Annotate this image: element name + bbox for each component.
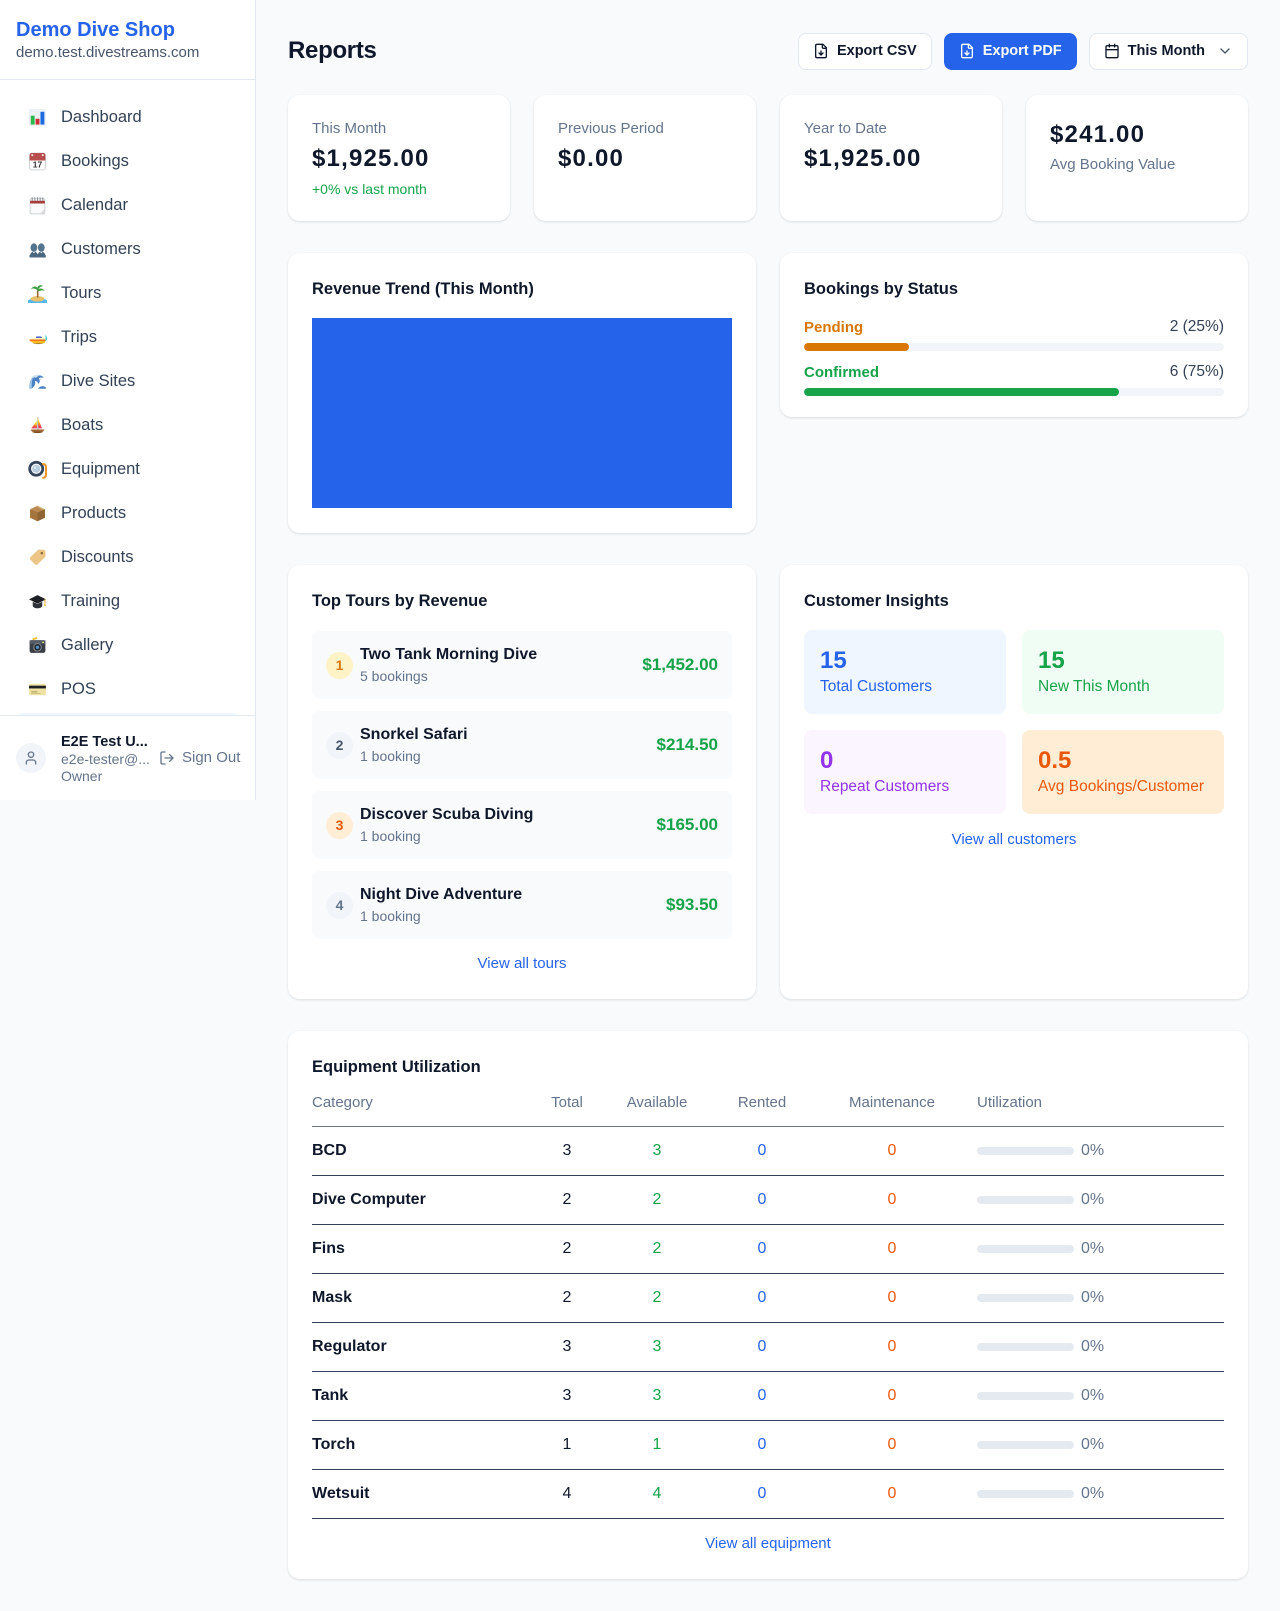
svg-text:17: 17	[33, 159, 43, 169]
